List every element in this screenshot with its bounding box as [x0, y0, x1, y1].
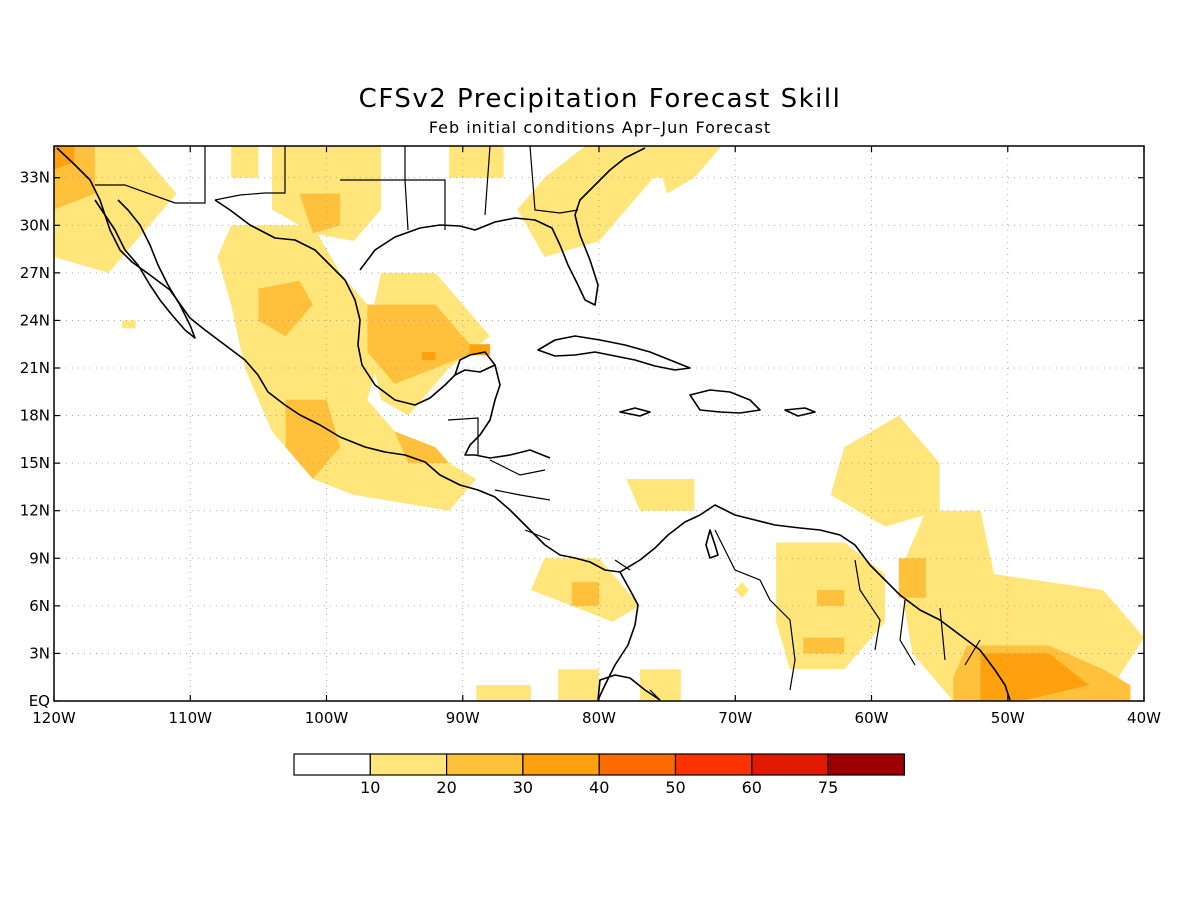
- border-us-mexico-east: [214, 146, 286, 201]
- lat-tick-label: 24N: [20, 311, 50, 329]
- lat-tick-label: 12N: [20, 502, 50, 520]
- lon-tick-label: 50W: [991, 709, 1025, 727]
- colorbar-label: 10: [360, 778, 380, 797]
- colorbar-label: 30: [513, 778, 533, 797]
- lon-tick-label: 100W: [305, 709, 349, 727]
- skill-region-16: [421, 352, 436, 361]
- skill-region-22: [558, 669, 599, 701]
- colorbar-label: 50: [665, 778, 685, 797]
- coastline-hispaniola: [689, 389, 761, 414]
- border-mississippi: [484, 146, 491, 216]
- coastline-puerto-rico: [784, 407, 816, 417]
- lat-tick-label: EQ: [29, 692, 50, 710]
- coastline-gulf-of-mexico: [214, 199, 551, 459]
- border-panama-colombia: [614, 559, 631, 571]
- colorbar-label: 60: [742, 778, 762, 797]
- lat-tick-label: 33N: [20, 169, 50, 187]
- skill-region-3: [122, 320, 136, 329]
- border-louisiana: [404, 146, 446, 230]
- lat-tick-label: 21N: [20, 359, 50, 377]
- gridlines: [54, 146, 1144, 701]
- colorbar-label: 75: [818, 778, 838, 797]
- skill-shading: [54, 146, 1144, 701]
- lat-tick-label: 15N: [20, 454, 50, 472]
- border-alabama: [529, 146, 579, 214]
- colorbar-swatch-6: [751, 753, 829, 776]
- skill-region-13: [367, 304, 477, 384]
- skill-region-24: [476, 685, 531, 701]
- skill-region-20: [571, 582, 599, 606]
- coastline-caribbean-south-america: [619, 504, 1011, 701]
- border-honduras: [489, 459, 546, 476]
- map-title: CFSv2 Precipitation Forecast Skill: [358, 84, 842, 114]
- skill-region-15: [394, 431, 450, 464]
- border-nicaragua: [494, 489, 551, 501]
- colorbar-label: 20: [436, 778, 456, 797]
- lon-tick-label: 70W: [718, 709, 752, 727]
- lon-tick-label: 120W: [32, 709, 76, 727]
- colorbar-swatch-3: [522, 753, 600, 776]
- skill-region-8: [449, 146, 504, 178]
- colorbar-swatch-2: [446, 753, 524, 776]
- skill-region-14: [285, 399, 341, 479]
- coastline-us-gulf: [359, 147, 646, 306]
- colorbar-swatch-4: [598, 753, 677, 776]
- border-guiana-brazil: [964, 639, 981, 666]
- lat-tick-label: 27N: [20, 264, 50, 282]
- lat-tick-label: 9N: [29, 549, 50, 567]
- skill-region-2: [54, 146, 75, 170]
- lon-tick-label: 90W: [446, 709, 480, 727]
- colorbar-swatch-0: [293, 753, 371, 776]
- border-venezuela-guyana: [854, 559, 881, 651]
- skill-region-28: [803, 637, 845, 654]
- lat-tick-label: 18N: [20, 407, 50, 425]
- lon-tick-label: 40W: [1127, 709, 1161, 727]
- skill-region-21: [626, 479, 695, 511]
- skill-region-31: [898, 558, 926, 598]
- border-guyana-suriname: [899, 599, 916, 666]
- colorbar-swatch-7: [827, 753, 905, 776]
- coastlines: [56, 147, 1011, 701]
- skill-region-11: [258, 280, 313, 337]
- coastline-yucatan: [454, 351, 496, 376]
- skill-region-25: [735, 582, 749, 598]
- skill-region-27: [817, 590, 845, 606]
- border-guatemala: [447, 417, 479, 455]
- border-costa-rica: [524, 529, 551, 541]
- longitude-labels: 120W 110W 100W 90W 80W 70W 60W 50W 40W: [32, 146, 1161, 727]
- coastline-jamaica: [619, 407, 651, 417]
- skill-region-6: [272, 146, 381, 242]
- lon-tick-label: 110W: [169, 709, 213, 727]
- coastline-south-america-north: [597, 674, 661, 701]
- skill-region-23: [639, 669, 681, 701]
- coastline-lake-maracaibo: [705, 529, 719, 559]
- colorbar-label: 40: [589, 778, 609, 797]
- skill-region-29: [830, 415, 940, 527]
- border-colombia-venezuela: [714, 529, 796, 691]
- colorbar-swatch-1: [369, 753, 448, 776]
- lon-tick-label: 60W: [855, 709, 889, 727]
- border-us-mexico: [95, 146, 206, 204]
- coastline-baja: [94, 199, 196, 339]
- coastline-cuba: [537, 335, 691, 371]
- colorbar-swatch-5: [674, 753, 753, 776]
- skill-region-12: [299, 193, 341, 234]
- border-suriname-guiana: [939, 607, 946, 661]
- political-borders: [95, 146, 981, 701]
- lat-tick-label: 3N: [29, 644, 50, 662]
- lat-tick-label: 30N: [20, 216, 50, 234]
- lat-tick-label: 6N: [29, 597, 50, 615]
- lon-tick-label: 80W: [582, 709, 616, 727]
- skill-region-33: [980, 653, 1090, 701]
- map-subtitle: Feb initial conditions Apr–Jun Forecast: [428, 118, 772, 137]
- border-colombia-ecuador: [649, 689, 661, 701]
- skill-region-4: [231, 146, 259, 178]
- colorbar: 10 20 30 40 50 60 75: [293, 753, 905, 797]
- skill-region-18: [653, 146, 722, 194]
- latitude-labels: 33N 30N 27N 24N 21N 18N 15N 12N 9N 6N 3N EQ: [20, 169, 1144, 710]
